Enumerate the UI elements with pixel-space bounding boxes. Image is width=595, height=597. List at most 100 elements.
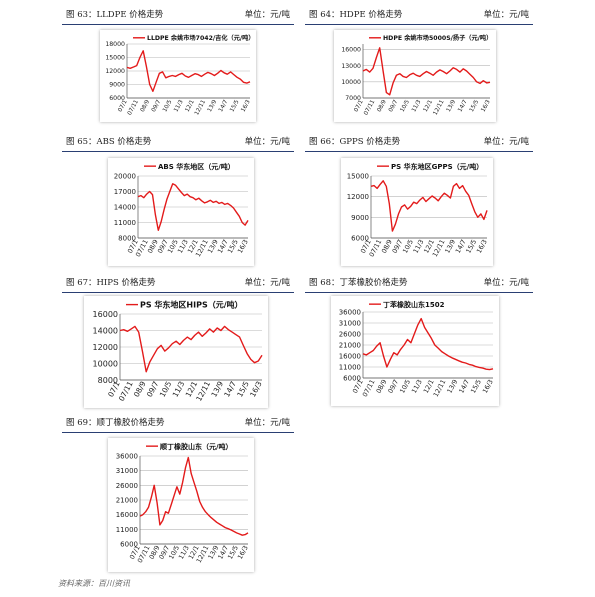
series-line (139, 456, 249, 536)
chart-br: 6000 11000 16000 21000 26000 31000 36000 07/1 07… (108, 438, 254, 572)
figure-caption: 图 67：HIPS 价格走势 (66, 278, 156, 288)
figure-69: 图 69：顺丁橡胶价格走势 单位：元/吨 6000 11000 16000 21000… (62, 414, 294, 574)
y-tick-label: 14000 (93, 326, 118, 335)
x-tick-label: 11/3 (410, 378, 424, 395)
x-tick-label: 08/9 (375, 378, 389, 395)
x-tick-label: 11/3 (173, 99, 184, 113)
figure-caption: 图 65：ABS 价格走势 (66, 137, 152, 147)
x-tick-label: 08/9 (377, 99, 388, 113)
y-tick-label: 6000 (109, 95, 125, 102)
x-tick-label: 07/11 (363, 99, 376, 117)
x-tick-label: 13/9 (446, 99, 457, 113)
legend-label: HDPE 余姚市场5000S/扬子（元/吨） (383, 34, 492, 42)
y-tick-label: 11000 (114, 219, 136, 227)
series-line (119, 325, 263, 373)
x-tick-label: 07/11 (127, 99, 140, 117)
source-note: 资料来源：百川资讯 (58, 579, 130, 588)
y-tick-label: 36000 (116, 452, 138, 460)
figure-caption: 图 66：GPPS 价格走势 (309, 137, 401, 147)
y-tick-label: 16000 (341, 47, 361, 54)
y-tick-label: 14000 (114, 203, 136, 211)
y-tick-label: 12000 (347, 193, 369, 201)
y-tick-label: 13000 (341, 63, 361, 70)
unit-label: 单位：元/吨 (244, 418, 290, 428)
y-tick-label: 10000 (93, 359, 118, 368)
chart-hdpe: 7000 10000 13000 16000 07/1 07/11 08/9 09/7 10/5… (334, 30, 496, 122)
x-tick-label: 14/7 (457, 99, 468, 113)
br-chart-svg: 600011000160002100026000310003600007/107… (116, 442, 250, 565)
x-tick-label: 16/3 (236, 238, 250, 255)
x-tick-label: 09/7 (386, 378, 400, 395)
hdpe-chart-svg: 7000 10000 13000 16000 07/107/11 08/9 09/7 10/5… (341, 34, 492, 117)
unit-label: 单位：元/吨 (483, 10, 529, 20)
gpps-chart-svg: 60009000120001500007/107/1108/909/710/51… (347, 162, 489, 259)
figure-65: 图 65：ABS 价格走势 单位：元/吨 8000 11000 14000 17000… (62, 133, 294, 268)
y-tick-label: 16000 (116, 511, 138, 519)
y-tick-label: 10000 (341, 79, 361, 86)
figure-68: 图 68：丁苯橡胶价格走势 单位：元/吨 6000 11000 16000 21000… (305, 274, 533, 410)
legend-label: PS 华东地区HIPS（元/吨） (140, 300, 243, 310)
x-tick-label: 12/11 (433, 99, 446, 117)
figure-caption: 图 64：HDPE 价格走势 (309, 10, 403, 20)
chart-abs: 8000 11000 14000 17000 20000 07/1 07/11 08/9 09/… (108, 158, 254, 266)
x-tick-label: 16/3 (248, 379, 264, 398)
x-tick-label: 13/9 (445, 378, 459, 395)
figure-66: 图 66：GPPS 价格走势 单位：元/吨 6000 9000 12000 15000… (305, 133, 533, 268)
x-tick-label: 09/7 (388, 99, 399, 113)
y-tick-label: 8000 (98, 376, 118, 385)
x-tick-label: 10/5 (400, 99, 411, 113)
chart-sbr: 6000 11000 16000 21000 26000 31000 36000 07/1 07… (331, 296, 499, 406)
legend-label: LLDPE 余姚市场7042/吉化（元/吨） (147, 34, 255, 42)
y-tick-label: 21000 (339, 341, 361, 349)
legend-label: 丁苯橡胶山东1502 (383, 300, 445, 309)
y-tick-label: 9000 (351, 214, 369, 222)
unit-label: 单位：元/吨 (483, 278, 529, 288)
x-tick-label: 13/9 (207, 99, 218, 113)
abs-chart-svg: 80001100014000170002000007/107/1108/909/… (114, 162, 250, 259)
y-tick-label: 26000 (116, 482, 138, 490)
x-tick-label: 16/3 (475, 238, 489, 255)
x-tick-label: 16/3 (236, 544, 250, 561)
series-line (362, 317, 494, 371)
chart-hips: 8000 10000 12000 14000 16000 07/1 07/11 08/9 09/… (84, 296, 268, 408)
y-tick-label: 11000 (339, 363, 361, 371)
figure-63: 图 63：LLDPE 价格走势 单位：元/吨 6000 9000 12000 1500… (62, 6, 294, 124)
y-tick-label: 16000 (339, 352, 361, 360)
figure-header: 图 65：ABS 价格走势 单位：元/吨 (62, 133, 294, 152)
y-tick-label: 11000 (116, 526, 138, 534)
legend-label: PS 华东地区GPPS（元/吨） (391, 162, 483, 171)
y-tick-label: 31000 (116, 467, 138, 475)
unit-label: 单位：元/吨 (483, 137, 529, 147)
x-tick-label: 12/1 (185, 99, 196, 113)
unit-label: 单位：元/吨 (244, 278, 290, 288)
y-tick-label: 31000 (339, 319, 361, 327)
x-tick-label: 15/5 (469, 99, 480, 113)
figure-header: 图 68：丁苯橡胶价格走势 单位：元/吨 (305, 274, 533, 293)
x-tick-label: 10/5 (162, 99, 173, 113)
series-line (137, 183, 249, 232)
y-tick-label: 6000 (343, 374, 361, 382)
figure-header: 图 67：HIPS 价格走势 单位：元/吨 (62, 274, 294, 293)
x-tick-label: 10/5 (398, 378, 412, 395)
hips-chart-svg: 80001000012000140001600007/107/1108/909/… (93, 300, 264, 403)
y-tick-label: 17000 (114, 188, 136, 196)
x-tick-label: 11/3 (411, 99, 422, 113)
figure-64: 图 64：HDPE 价格走势 单位：元/吨 7000 10000 13000 1600… (305, 6, 533, 124)
unit-label: 单位：元/吨 (244, 10, 290, 20)
x-tick-label: 07/1 (353, 99, 364, 113)
series-line (370, 180, 488, 232)
y-tick-label: 21000 (116, 496, 138, 504)
y-tick-label: 15000 (347, 172, 369, 180)
x-tick-label: 15/5 (229, 99, 240, 113)
y-tick-label: 7000 (345, 95, 361, 102)
y-tick-label: 6000 (351, 234, 369, 242)
series-line (126, 50, 251, 92)
chart-lldpe: 6000 9000 12000 15000 18000 07/1 07/11 08/9 09/7… (100, 30, 256, 122)
x-tick-label: 14/7 (457, 378, 471, 395)
figure-header: 图 69：顺丁橡胶价格走势 单位：元/吨 (62, 414, 294, 433)
legend-label: ABS 华东地区（元/吨） (158, 162, 235, 171)
chart-gpps: 6000 9000 12000 15000 07/1 07/11 08/9 09/7 10/5 1… (341, 158, 493, 266)
legend-label: 顺丁橡胶山东（元/吨） (160, 442, 233, 451)
x-tick-label: 16/3 (481, 378, 495, 395)
x-tick-label: 15/5 (469, 378, 483, 395)
